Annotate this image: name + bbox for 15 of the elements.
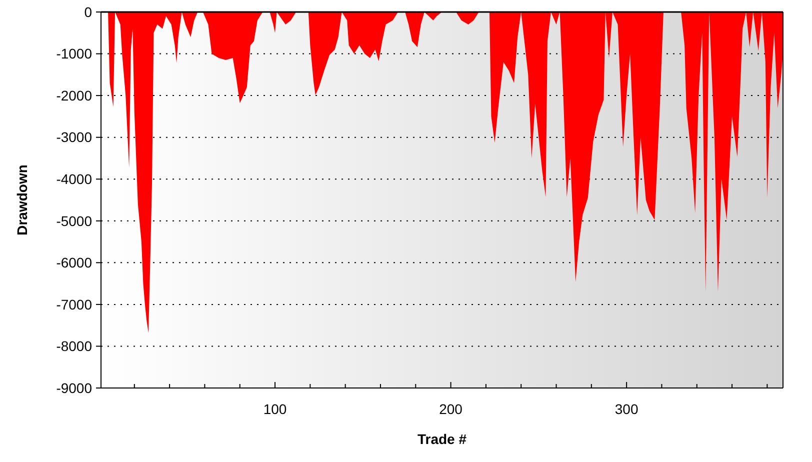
- x-tick-label: 100: [263, 401, 287, 417]
- x-tick-label: 300: [614, 401, 638, 417]
- y-tick-label: -5000: [56, 212, 92, 229]
- y-tick-label: -4000: [56, 171, 92, 188]
- y-tick-label: -2000: [56, 87, 92, 104]
- y-tick-label: -1000: [56, 46, 92, 62]
- x-tick-label: 200: [439, 401, 463, 417]
- y-tick-label: -3000: [56, 129, 92, 146]
- y-tick-label: 0: [84, 4, 92, 20]
- y-axis-title: Drawdown: [14, 164, 30, 236]
- x-axis-title: Trade #: [417, 431, 467, 447]
- y-tick-label: -8000: [56, 338, 92, 354]
- y-tick-label: -7000: [56, 296, 92, 312]
- y-tick-label: -6000: [56, 254, 92, 271]
- y-tick-label: -9000: [56, 380, 92, 396]
